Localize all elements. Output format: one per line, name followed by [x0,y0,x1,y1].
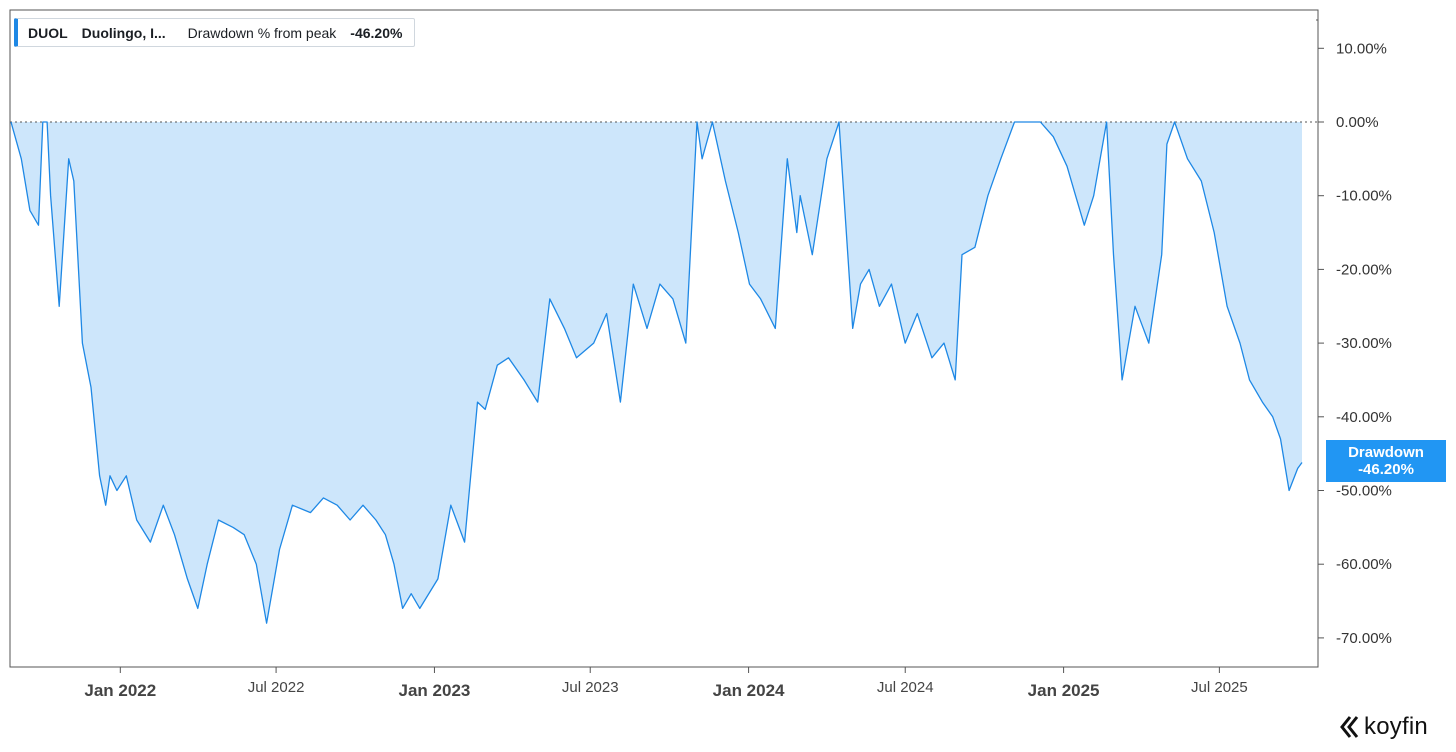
brand-logo: koyfin [1340,713,1428,741]
y-tick-label: -20.00% [1336,261,1392,278]
badge-value: -46.20% [1358,461,1414,478]
x-tick-label: Jul 2022 [248,679,305,696]
legend-company-name: Duolingo, I... [81,24,166,41]
legend-ticker: DUOL [28,24,68,41]
plot-frame [9,9,1319,668]
legend-metric-label: Drawdown % from peak [187,24,337,41]
x-tick-label: Jan 2025 [1028,681,1100,700]
x-tick-label: Jan 2024 [713,681,785,700]
y-tick-label: -50.00% [1336,483,1392,500]
y-tick-label: 0.00% [1336,114,1379,131]
y-tick-label: 10.00% [1336,40,1387,57]
x-tick-label: Jul 2024 [877,679,934,696]
y-tick-label: -40.00% [1336,409,1392,426]
brand-name: koyfin [1364,713,1428,740]
legend-value: -46.20% [350,24,403,41]
current-value-badge: Drawdown -46.20% [1326,440,1446,482]
legend-box[interactable]: DUOL Duolingo, I... Drawdown % from peak… [14,18,416,47]
koyfin-logo-icon [1340,716,1359,738]
y-tick-label: -70.00% [1336,630,1392,647]
x-tick-label: Jul 2023 [562,679,619,696]
x-tick-label: Jul 2025 [1191,679,1248,696]
drawdown-area [11,122,1302,624]
y-tick-label: -30.00% [1336,335,1392,352]
x-tick-label: Jan 2023 [399,681,471,700]
y-tick-label: -60.00% [1336,556,1392,573]
drawdown-line [10,121,1303,624]
y-tick-label: -10.00% [1336,188,1392,205]
x-tick-label: Jan 2022 [84,681,156,700]
badge-label: Drawdown [1348,444,1424,461]
